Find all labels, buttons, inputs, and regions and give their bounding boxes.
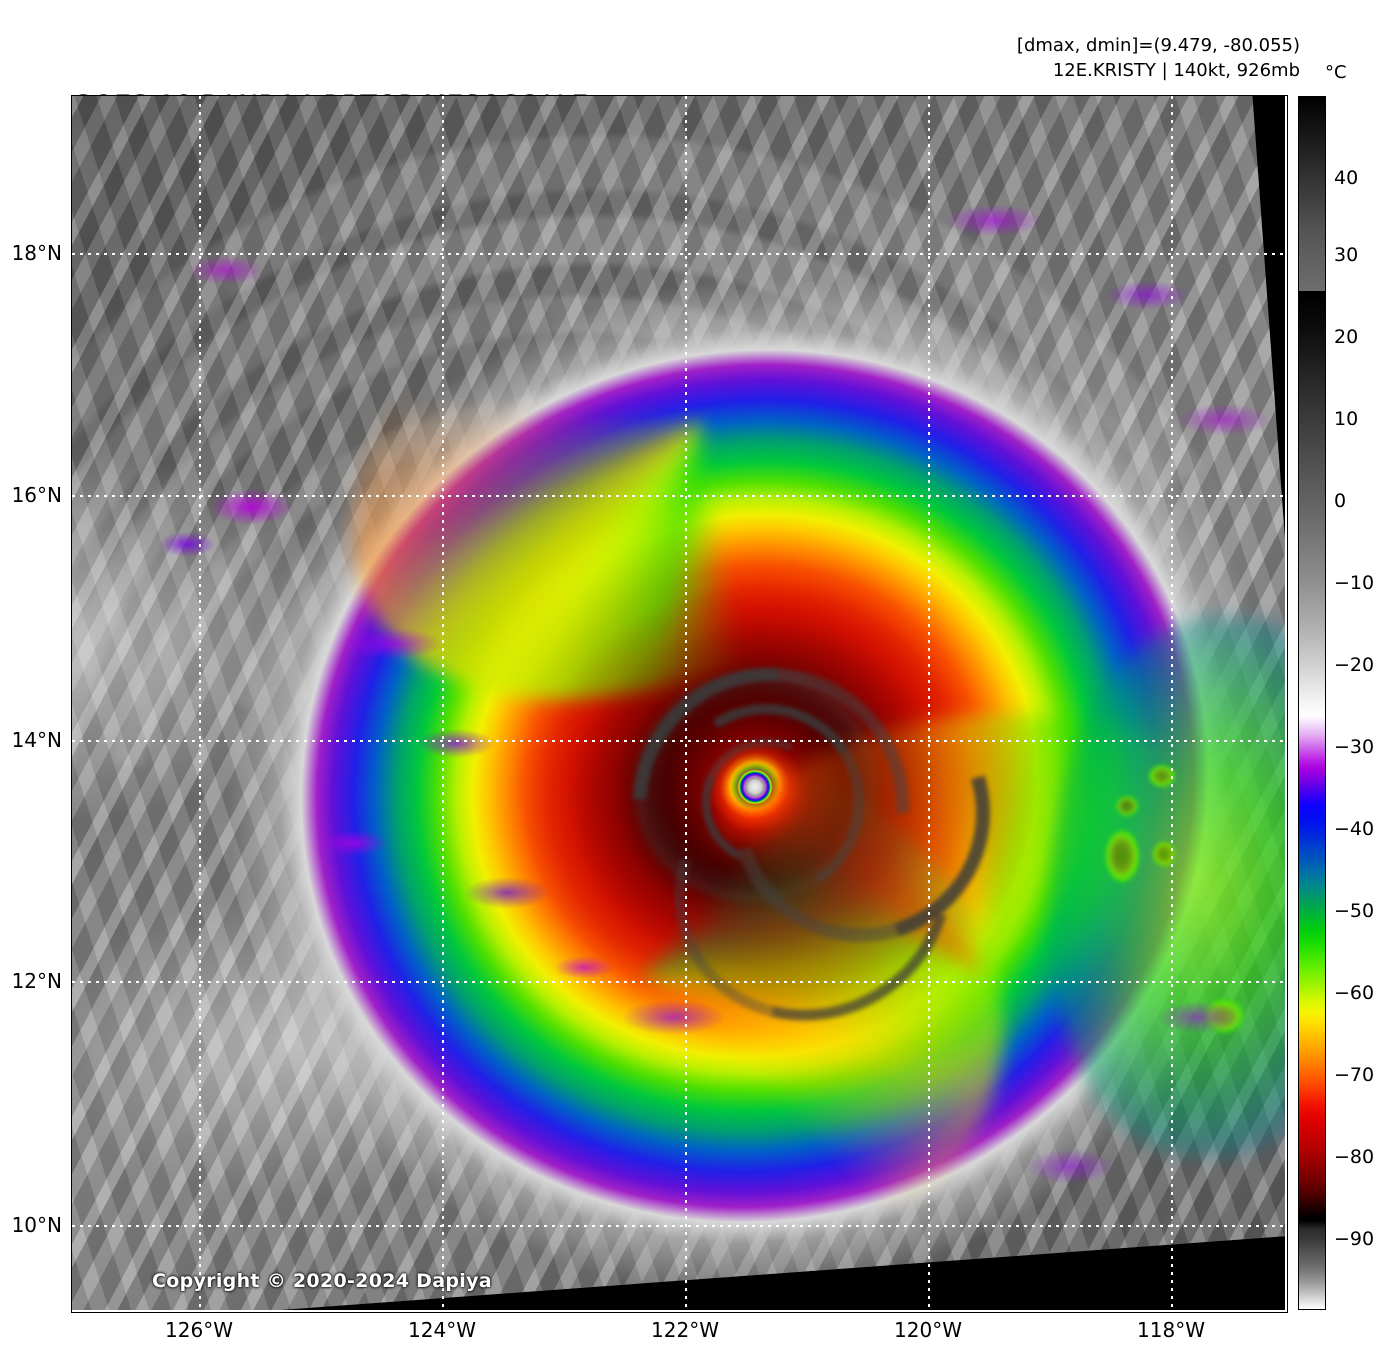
gridline-lat-12n [72, 981, 1285, 983]
metadata-block: [dmax, dmin]=(9.479, -80.055) 12E.KRISTY… [1017, 33, 1300, 83]
gridline-lon-126w [199, 96, 201, 1310]
ytick-14n: 14°N [11, 728, 62, 752]
gridline-lat-14n [72, 740, 1285, 742]
gridline-lon-124w [442, 96, 444, 1310]
gridline-lon-120w [928, 96, 930, 1310]
gridline-lat-10n [72, 1225, 1285, 1227]
colorbar-tick-30: 30 [1334, 244, 1359, 266]
gridline-lon-118w [1171, 96, 1173, 1310]
copyright-label: Copyright © 2020-2024 Dapiya [152, 1270, 492, 1292]
colorbar-unit-label: °C [1325, 62, 1347, 83]
xtick-118w: 118°W [1137, 1318, 1205, 1342]
ytick-16n: 16°N [11, 483, 62, 507]
colorbar-tick-m20: −20 [1334, 654, 1375, 676]
data-swath [72, 96, 1285, 1310]
colorbar-tick-m80: −80 [1334, 1146, 1375, 1168]
ytick-18n: 18°N [11, 241, 62, 265]
gridline-lat-16n [72, 495, 1285, 497]
satellite-image-plot[interactable]: Copyright © 2020-2024 Dapiya [72, 96, 1285, 1310]
colorbar-tick-m30: −30 [1334, 736, 1375, 758]
colorbar-tick-10: 10 [1334, 408, 1359, 430]
xtick-122w: 122°W [651, 1318, 719, 1342]
xtick-124w: 124°W [408, 1318, 476, 1342]
colorbar-tick-m90: −90 [1334, 1228, 1375, 1250]
xtick-126w: 126°W [165, 1318, 233, 1342]
colorbar-segment-upper [1298, 96, 1326, 292]
colorbar-tick-m10: −10 [1334, 572, 1375, 594]
colorbar-tick-m60: −60 [1334, 982, 1375, 1004]
colorbar-tick-m70: −70 [1334, 1064, 1375, 1086]
colorbar-segment-main [1298, 292, 1326, 1310]
colorbar-tick-m50: −50 [1334, 900, 1375, 922]
colorbar-tick-40: 40 [1334, 167, 1359, 189]
gridline-lon-122w [685, 96, 687, 1310]
gridline-lat-18n [72, 253, 1285, 255]
colorbar[interactable] [1298, 96, 1326, 1310]
data-minmax-label: [dmax, dmin]=(9.479, -80.055) [1016, 35, 1300, 56]
ytick-10n: 10°N [11, 1213, 62, 1237]
storm-eye [738, 770, 772, 804]
storm-info-label: 12E.KRISTY | 140kt, 926mb [1052, 60, 1300, 81]
colorbar-tick-m40: −40 [1334, 818, 1375, 840]
colorbar-tick-20: 20 [1334, 326, 1359, 348]
xtick-120w: 120°W [894, 1318, 962, 1342]
ytick-12n: 12°N [11, 969, 62, 993]
colorbar-tick-0: 0 [1334, 490, 1347, 512]
